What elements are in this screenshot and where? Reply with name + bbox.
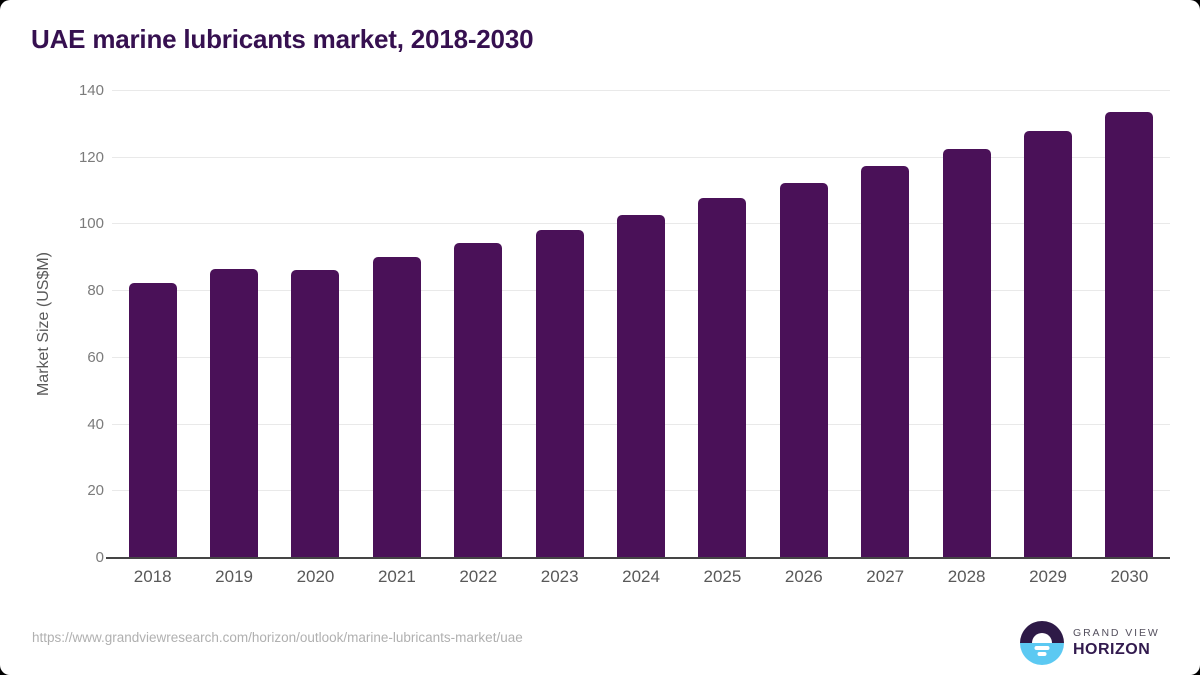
bar-slot-2022 [438, 243, 519, 558]
x-tick-label-2021: 2021 [377, 567, 416, 586]
bar-slot-2027 [845, 166, 926, 558]
x-tick-label-2022: 2022 [459, 567, 498, 586]
bar-slot-2026 [763, 183, 844, 558]
bar-2018 [128, 282, 177, 558]
y-tick-label-60: 60 [87, 348, 104, 366]
bar-slot-2020 [275, 269, 356, 558]
x-axis-tick-labels: 2018 2019 2020 2021 2022 2023 2024 2025 2026 2027… [112, 567, 1170, 587]
sun-reflection-line-2 [1037, 652, 1047, 656]
y-tick-label-40: 40 [87, 415, 104, 433]
bar-2028 [942, 148, 991, 558]
bar-series [112, 91, 1170, 558]
y-tick-label-0: 0 [95, 549, 104, 566]
x-tick-label-2025: 2025 [703, 567, 742, 586]
bar-slot-2024 [600, 214, 681, 558]
bar-2029 [1023, 131, 1072, 558]
bar-2026 [779, 183, 828, 558]
x-tick-label-2019: 2019 [215, 567, 253, 586]
logo-brand-name: GRAND VIEW [1073, 627, 1160, 639]
x-tick-label-2027: 2027 [866, 567, 905, 586]
bar-slot-2029 [1007, 131, 1088, 558]
x-tick-label-2023: 2023 [540, 567, 579, 586]
x-tick-label-2020: 2020 [296, 567, 335, 586]
gridline-140 [112, 90, 1170, 91]
y-tick-label-80: 80 [87, 282, 104, 300]
horizon-sun-icon [1020, 621, 1064, 665]
sun-shape [1032, 633, 1052, 643]
y-tick-label-20: 20 [87, 482, 104, 500]
bar-slot-2028 [926, 148, 1007, 558]
bar-2019 [210, 269, 259, 558]
y-axis-tick-labels: 0 20 40 60 80 100 120 140 [0, 82, 104, 566]
logo-product-name: HORIZON [1073, 641, 1151, 658]
x-tick-label-2024: 2024 [622, 567, 660, 586]
sun-reflection-line-1 [1034, 646, 1050, 650]
x-tick-label-2018: 2018 [133, 567, 172, 586]
bar-2022 [454, 243, 503, 558]
chart-plot-area [112, 90, 1170, 558]
bar-slot-2023 [519, 230, 600, 558]
chart-title: UAE marine lubricants market, 2018-2030 [31, 24, 534, 54]
bar-2024 [617, 214, 666, 558]
grand-view-horizon-logo: GRAND VIEW HORIZON [1020, 621, 1160, 665]
bar-slot-2019 [193, 269, 274, 558]
bar-2020 [291, 269, 340, 558]
y-tick-label-100: 100 [78, 215, 104, 233]
x-axis-line [106, 557, 1170, 559]
bar-2023 [535, 230, 584, 558]
bar-2027 [861, 166, 910, 558]
gridline-120 [112, 156, 1170, 158]
bar-2021 [372, 257, 421, 558]
y-tick-label-120: 120 [78, 148, 104, 166]
bar-slot-2018 [112, 282, 193, 558]
bar-slot-2025 [682, 198, 763, 558]
logo-text: GRAND VIEW HORIZON [1073, 627, 1160, 659]
x-tick-label-2030: 2030 [1110, 567, 1149, 586]
x-tick-label-2026: 2026 [784, 567, 823, 586]
bar-2030 [1105, 112, 1154, 558]
x-tick-label-2029: 2029 [1029, 567, 1067, 586]
bar-2025 [698, 198, 747, 558]
y-tick-label-140: 140 [78, 82, 104, 99]
x-tick-label-2028: 2028 [947, 567, 986, 586]
source-url: https://www.grandviewresearch.com/horizo… [32, 630, 523, 645]
bar-slot-2021 [356, 257, 437, 558]
bar-slot-2030 [1089, 112, 1170, 558]
